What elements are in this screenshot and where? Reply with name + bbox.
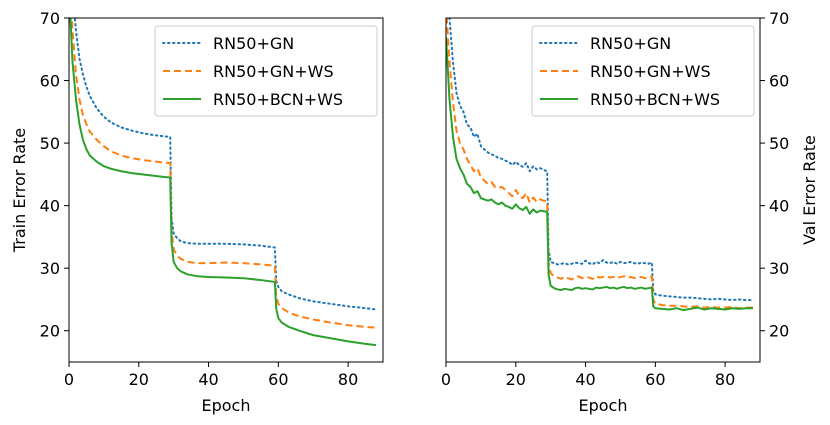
val-ticks: 0 20 40 60 80 20 30 40 50 60 70 (441, 9, 789, 389)
train-x-tick-label: 80 (338, 370, 358, 389)
train-legend-label-0: RN50+GN (213, 34, 294, 53)
val-legend-label-1: RN50+GN+WS (590, 62, 711, 81)
train-x-tick-label: 60 (268, 370, 288, 389)
val-y-tick-label: 60 (769, 72, 789, 91)
train-axes-frame (68, 17, 384, 363)
val-series-line-1 (446, 18, 754, 310)
train-y-tick-label: 20 (40, 322, 60, 341)
val-y-tick-label: 40 (769, 197, 789, 216)
train-x-tick-label: 0 (64, 370, 74, 389)
val-legend-label-2: RN50+BCN+WS (590, 90, 720, 109)
val-y-tick-label: 20 (769, 322, 789, 341)
val-y-tick-label: 70 (769, 9, 789, 28)
train-ticks: 0 20 40 60 80 20 30 40 50 60 70 (40, 9, 359, 389)
val-legend: RN50+GN RN50+GN+WS RN50+BCN+WS (531, 25, 755, 117)
val-y-tick-label: 50 (769, 134, 789, 153)
val-error-panel: 0 20 40 60 80 20 30 40 50 60 70 Epoch Val Error Ra… (441, 9, 819, 415)
train-x-axis-label: Epoch (202, 396, 251, 415)
train-series-line-1 (70, 18, 377, 329)
val-x-tick-label: 0 (441, 370, 451, 389)
train-y-tick-label: 70 (40, 9, 60, 28)
val-x-tick-label: 20 (506, 370, 526, 389)
val-y-axis-label: Val Error Rate (800, 135, 819, 245)
train-legend-box (154, 25, 378, 117)
train-y-axis-label: Train Error Rate (10, 128, 29, 253)
val-x-tick-label: 40 (575, 370, 595, 389)
val-series-line-0 (448, 18, 755, 302)
train-y-tick-label: 60 (40, 72, 60, 91)
train-error-panel: 0 20 40 60 80 20 30 40 50 60 70 Epoch Train Error … (10, 9, 384, 415)
val-x-tick-label: 60 (645, 370, 665, 389)
train-y-tick-label: 50 (40, 134, 60, 153)
val-legend-label-0: RN50+GN (590, 34, 671, 53)
train-x-tick-label: 40 (198, 370, 218, 389)
val-x-axis-label: Epoch (579, 396, 628, 415)
train-plot-lines (69, 18, 378, 347)
train-legend-label-2: RN50+BCN+WS (213, 90, 343, 109)
val-y-tick-label: 30 (769, 259, 789, 278)
val-axes-frame (445, 17, 761, 363)
val-plot-lines (446, 18, 755, 312)
train-series-line-2 (69, 18, 377, 347)
train-legend: RN50+GN RN50+GN+WS RN50+BCN+WS (154, 25, 378, 117)
train-y-tick-label: 30 (40, 259, 60, 278)
train-y-tick-label: 40 (40, 197, 60, 216)
val-legend-box (531, 25, 755, 117)
train-x-tick-label: 20 (129, 370, 149, 389)
val-series-line-2 (446, 36, 754, 312)
train-legend-label-1: RN50+GN+WS (213, 62, 334, 81)
val-x-tick-label: 80 (715, 370, 735, 389)
train-series-line-0 (73, 18, 378, 311)
